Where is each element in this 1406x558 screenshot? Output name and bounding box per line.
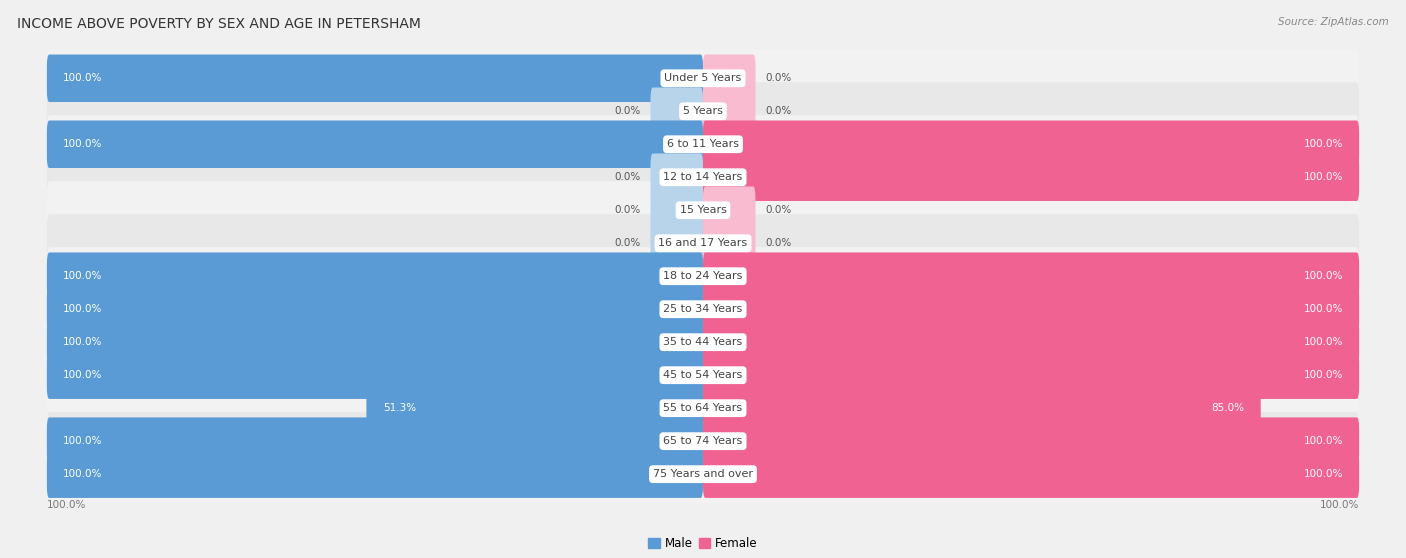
FancyBboxPatch shape [46, 115, 1360, 174]
FancyBboxPatch shape [46, 286, 703, 333]
Text: INCOME ABOVE POVERTY BY SEX AND AGE IN PETERSHAM: INCOME ABOVE POVERTY BY SEX AND AGE IN P… [17, 17, 420, 31]
Text: 100.0%: 100.0% [1303, 436, 1343, 446]
FancyBboxPatch shape [46, 247, 1360, 305]
Text: 100.0%: 100.0% [1303, 172, 1343, 182]
FancyBboxPatch shape [46, 313, 1360, 371]
Text: 0.0%: 0.0% [614, 172, 641, 182]
Legend: Male, Female: Male, Female [644, 532, 762, 555]
Text: 12 to 14 Years: 12 to 14 Years [664, 172, 742, 182]
Text: 0.0%: 0.0% [765, 106, 792, 116]
FancyBboxPatch shape [703, 88, 755, 135]
FancyBboxPatch shape [651, 153, 703, 201]
FancyBboxPatch shape [46, 346, 1360, 404]
Text: 6 to 11 Years: 6 to 11 Years [666, 140, 740, 149]
FancyBboxPatch shape [46, 412, 1360, 470]
FancyBboxPatch shape [703, 319, 1360, 366]
FancyBboxPatch shape [46, 352, 703, 399]
Text: 5 Years: 5 Years [683, 106, 723, 116]
FancyBboxPatch shape [46, 121, 703, 168]
Text: 100.0%: 100.0% [1303, 337, 1343, 347]
FancyBboxPatch shape [651, 219, 703, 267]
FancyBboxPatch shape [367, 384, 703, 432]
FancyBboxPatch shape [703, 352, 1360, 399]
FancyBboxPatch shape [46, 252, 703, 300]
Text: 0.0%: 0.0% [765, 205, 792, 215]
FancyBboxPatch shape [46, 417, 703, 465]
Text: 100.0%: 100.0% [63, 271, 103, 281]
FancyBboxPatch shape [46, 49, 1360, 107]
FancyBboxPatch shape [703, 186, 755, 234]
Text: 45 to 54 Years: 45 to 54 Years [664, 370, 742, 380]
Text: 25 to 34 Years: 25 to 34 Years [664, 304, 742, 314]
Text: 100.0%: 100.0% [1303, 370, 1343, 380]
FancyBboxPatch shape [46, 181, 1360, 239]
Text: 100.0%: 100.0% [63, 469, 103, 479]
Text: 51.3%: 51.3% [382, 403, 416, 413]
FancyBboxPatch shape [46, 319, 703, 366]
FancyBboxPatch shape [703, 153, 1360, 201]
Text: 100.0%: 100.0% [1303, 271, 1343, 281]
FancyBboxPatch shape [703, 252, 1360, 300]
Text: Under 5 Years: Under 5 Years [665, 73, 741, 83]
FancyBboxPatch shape [46, 379, 1360, 437]
Text: 100.0%: 100.0% [63, 304, 103, 314]
FancyBboxPatch shape [46, 148, 1360, 206]
FancyBboxPatch shape [703, 55, 755, 102]
Text: 15 Years: 15 Years [679, 205, 727, 215]
Text: 100.0%: 100.0% [63, 337, 103, 347]
FancyBboxPatch shape [703, 417, 1360, 465]
Text: 85.0%: 85.0% [1212, 403, 1244, 413]
FancyBboxPatch shape [703, 121, 1360, 168]
FancyBboxPatch shape [46, 82, 1360, 140]
Text: 0.0%: 0.0% [614, 238, 641, 248]
Text: 100.0%: 100.0% [1303, 469, 1343, 479]
Text: 100.0%: 100.0% [1320, 500, 1360, 510]
Text: 100.0%: 100.0% [63, 140, 103, 149]
FancyBboxPatch shape [703, 286, 1360, 333]
Text: 100.0%: 100.0% [63, 436, 103, 446]
Text: 75 Years and over: 75 Years and over [652, 469, 754, 479]
FancyBboxPatch shape [46, 55, 703, 102]
FancyBboxPatch shape [46, 450, 703, 498]
Text: 65 to 74 Years: 65 to 74 Years [664, 436, 742, 446]
FancyBboxPatch shape [46, 214, 1360, 272]
Text: 18 to 24 Years: 18 to 24 Years [664, 271, 742, 281]
Text: 100.0%: 100.0% [63, 73, 103, 83]
Text: 35 to 44 Years: 35 to 44 Years [664, 337, 742, 347]
FancyBboxPatch shape [703, 384, 1261, 432]
Text: 0.0%: 0.0% [765, 73, 792, 83]
FancyBboxPatch shape [651, 186, 703, 234]
Text: 100.0%: 100.0% [1303, 304, 1343, 314]
Text: 16 and 17 Years: 16 and 17 Years [658, 238, 748, 248]
FancyBboxPatch shape [703, 450, 1360, 498]
FancyBboxPatch shape [46, 280, 1360, 338]
Text: 100.0%: 100.0% [1303, 140, 1343, 149]
FancyBboxPatch shape [46, 445, 1360, 503]
Text: 0.0%: 0.0% [614, 205, 641, 215]
FancyBboxPatch shape [703, 219, 755, 267]
Text: Source: ZipAtlas.com: Source: ZipAtlas.com [1278, 17, 1389, 27]
Text: 0.0%: 0.0% [614, 106, 641, 116]
Text: 100.0%: 100.0% [46, 500, 86, 510]
Text: 0.0%: 0.0% [765, 238, 792, 248]
Text: 100.0%: 100.0% [63, 370, 103, 380]
FancyBboxPatch shape [651, 88, 703, 135]
Text: 55 to 64 Years: 55 to 64 Years [664, 403, 742, 413]
